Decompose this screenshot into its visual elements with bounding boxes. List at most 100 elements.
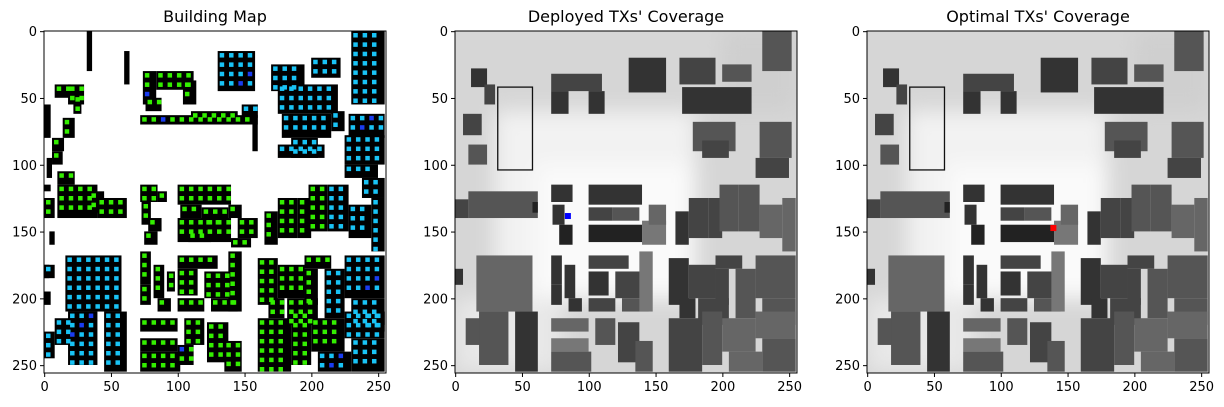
receiver-marker <box>338 186 344 192</box>
transmitter-marker <box>564 213 571 220</box>
receiver-marker <box>142 117 147 122</box>
receiver-marker <box>79 86 84 91</box>
receiver-marker <box>144 73 150 78</box>
y-tick-label: 50 <box>431 92 448 107</box>
receiver-marker <box>155 276 161 281</box>
receiver-marker <box>374 146 380 152</box>
building <box>180 204 202 219</box>
building-shadow <box>976 264 988 299</box>
receiver-marker <box>249 229 254 234</box>
receiver-marker <box>278 338 283 344</box>
receiver-marker <box>307 105 313 110</box>
receiver-marker <box>371 358 377 364</box>
receiver-marker <box>188 195 194 201</box>
building <box>344 164 378 178</box>
receiver-marker <box>306 270 312 276</box>
building-shadow <box>728 351 763 372</box>
receiver-marker <box>353 340 358 345</box>
receiver-marker <box>217 117 222 122</box>
receiver-marker <box>151 186 157 192</box>
receiver-marker <box>230 206 235 212</box>
building-shadow <box>715 268 729 305</box>
building-shadow <box>1120 197 1135 239</box>
building-shadow <box>1171 204 1195 239</box>
receiver-marker <box>99 200 104 205</box>
receiver-marker <box>291 75 297 81</box>
receiver-marker <box>198 186 203 192</box>
receiver-marker <box>225 292 230 297</box>
receiver-marker <box>230 262 235 268</box>
receiver-marker <box>144 82 150 87</box>
receiver-marker <box>335 270 341 276</box>
receiver-marker <box>118 209 123 214</box>
receiver-marker <box>359 216 365 221</box>
receiver-marker <box>378 115 384 121</box>
receiver-marker <box>331 338 337 344</box>
building-shadow <box>1134 64 1164 82</box>
building-shadow <box>615 271 643 299</box>
receiver-marker <box>46 333 51 339</box>
receiver-marker <box>235 352 241 357</box>
receiver-marker <box>266 222 271 228</box>
receiver-marker <box>106 332 111 337</box>
building-shadow <box>1114 311 1135 365</box>
building-shadow <box>722 64 752 82</box>
receiver-marker <box>259 357 265 363</box>
receiver-marker <box>167 73 173 78</box>
receiver-marker <box>279 266 285 272</box>
building <box>304 268 318 305</box>
receiver-marker <box>353 300 358 305</box>
receiver-marker <box>192 113 198 118</box>
receiver-marker <box>373 246 378 252</box>
receiver-marker <box>86 266 91 272</box>
receiver-marker <box>331 329 337 335</box>
receiver-marker <box>182 206 187 212</box>
receiver-marker <box>307 146 313 152</box>
receiver-marker <box>179 257 185 262</box>
receiver-marker <box>198 195 203 201</box>
building-shadow <box>628 57 667 93</box>
receiver-marker <box>56 320 62 325</box>
panel-optimal-coverage: Optimal TXs' Coverage 0 50 100 150 200 250 0 50… <box>835 7 1214 395</box>
receiver-marker <box>325 257 330 262</box>
receiver-marker <box>229 62 234 67</box>
receiver-marker <box>95 257 100 262</box>
receiver-marker <box>293 360 298 365</box>
receiver-marker <box>362 300 368 305</box>
receiver-marker <box>188 356 194 361</box>
receiver-marker <box>206 273 211 278</box>
building-shadow <box>551 255 562 285</box>
receiver-marker <box>215 282 221 288</box>
receiver-marker <box>269 278 274 284</box>
receiver-marker <box>67 257 72 262</box>
receiver-marker <box>359 206 365 212</box>
building-shadow <box>648 204 667 225</box>
receiver-marker <box>322 69 328 74</box>
building <box>140 351 181 372</box>
receiver-marker <box>317 105 322 110</box>
building-shadow <box>1024 207 1052 221</box>
receiver-marker <box>156 99 162 105</box>
y-tick-label: 50 <box>20 92 37 107</box>
building-shadow <box>551 284 562 305</box>
building-shadow <box>702 140 729 158</box>
receiver-marker <box>310 224 316 229</box>
receiver-marker <box>299 218 305 224</box>
receiver-marker <box>329 214 334 220</box>
receiver-marker <box>247 62 253 67</box>
receiver-marker <box>115 360 120 365</box>
receiver-marker <box>151 117 157 122</box>
building-shadow <box>1140 351 1175 372</box>
receiver-marker <box>188 280 194 285</box>
building-shadow <box>715 255 743 269</box>
receiver-marker <box>322 329 328 335</box>
receiver-marker <box>259 320 265 325</box>
x-tick-label: 200 <box>299 380 324 395</box>
receiver-marker <box>326 308 332 313</box>
building-shadow <box>963 255 974 285</box>
receiver-marker <box>66 320 71 325</box>
receiver-marker <box>235 117 241 122</box>
building <box>252 104 258 152</box>
receiver-marker <box>147 99 153 105</box>
receiver-marker <box>259 269 265 274</box>
